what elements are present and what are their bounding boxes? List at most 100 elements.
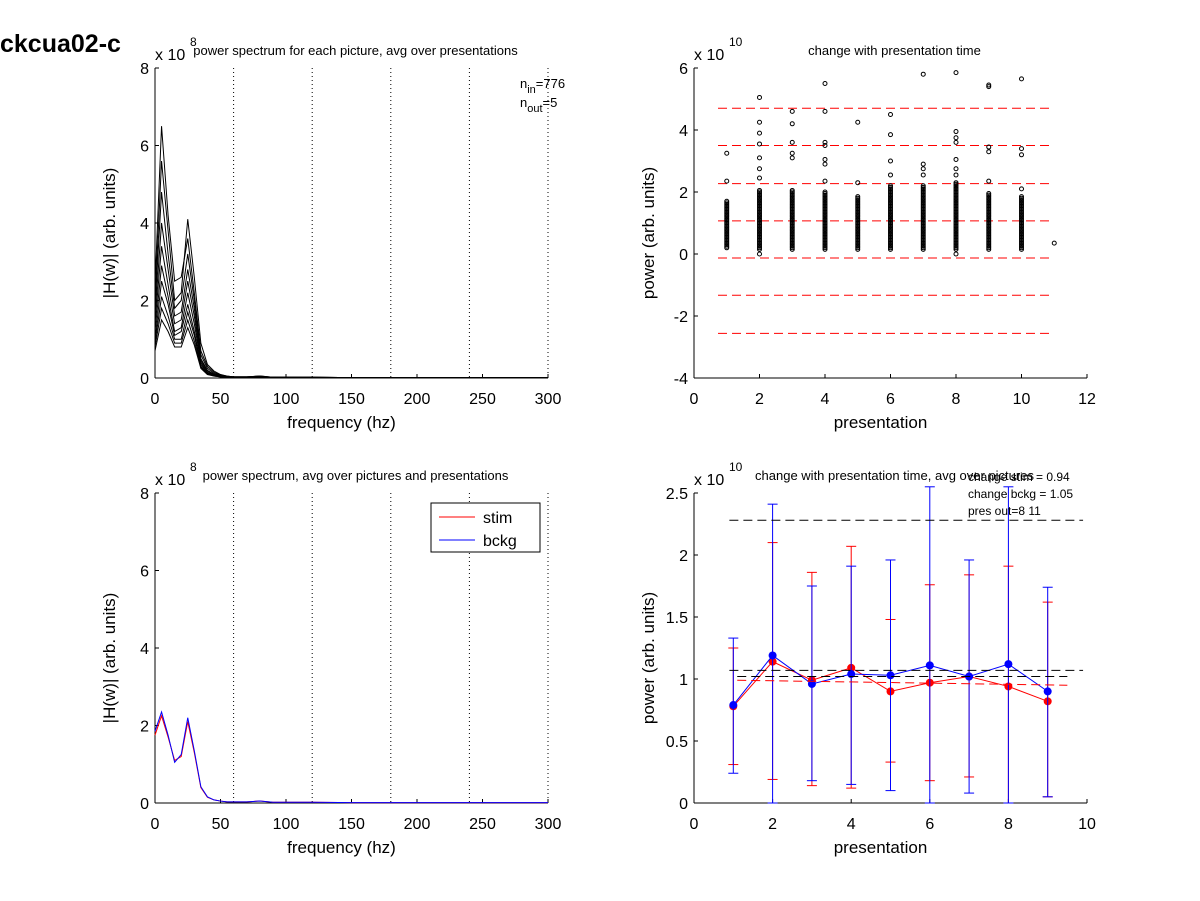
scatter-point [920, 166, 926, 172]
scatter-point [986, 240, 992, 246]
scatter-point [920, 225, 926, 231]
scatter-point [789, 243, 795, 249]
scatter-point [1019, 239, 1024, 245]
scatter-point [953, 197, 959, 203]
axis-exponent-base: x 10 [155, 47, 185, 64]
scatter-point [855, 225, 861, 231]
scatter-point [953, 239, 959, 245]
scatter-point [789, 139, 795, 145]
series-line-spectrum-2 [154, 191, 548, 379]
scatter-point [757, 251, 762, 257]
x-tick-label: 300 [535, 391, 562, 408]
scatter-point [1019, 242, 1024, 248]
scatter-point [724, 198, 730, 204]
scatter-point [920, 192, 926, 198]
scatter-point [789, 239, 795, 245]
x-tick-label: 0 [690, 816, 699, 833]
scatter-point [953, 208, 959, 214]
scatter-point [724, 226, 730, 232]
scatter-point [986, 200, 992, 206]
scatter-point [920, 236, 926, 241]
scatter-point [888, 212, 893, 218]
scatter-point [757, 203, 762, 209]
data-point-bckg [1043, 687, 1052, 696]
scatter-point [953, 180, 959, 186]
scatter-point [855, 232, 861, 238]
scatter-point [888, 223, 893, 229]
series-line-stim [154, 714, 548, 804]
scatter-point [953, 245, 959, 251]
y-tick-label: 4 [679, 123, 688, 140]
chart-title: change with presentation time, avg over … [755, 468, 1034, 483]
scatter-point [789, 155, 795, 161]
scatter-point [888, 186, 893, 192]
scatter-point [986, 234, 992, 240]
x-tick-label: 200 [404, 816, 431, 833]
x-tick-label: 8 [1004, 816, 1013, 833]
scatter-point [789, 108, 795, 114]
scatter-point [757, 231, 762, 237]
scatter-point [855, 245, 861, 251]
scatter-point [757, 194, 762, 200]
scatter-point [789, 192, 795, 198]
scatter-point [757, 201, 762, 207]
scatter-point [953, 205, 959, 210]
scatter-point [920, 240, 926, 246]
y-tick-label: 8 [140, 61, 149, 78]
series-line-bckg [154, 710, 548, 804]
scatter-point [789, 187, 795, 193]
scatter-point [986, 209, 992, 215]
scatter-point [953, 243, 959, 249]
scatter-point [822, 206, 828, 212]
chart-title: change with presentation time [808, 43, 981, 58]
x-tick-label: 12 [1078, 391, 1096, 408]
scatter-point [789, 205, 795, 210]
scatter-point [757, 119, 762, 125]
scatter-point [888, 242, 893, 248]
scatter-point [953, 194, 959, 200]
change-annotation: change stim = 0.94 [968, 470, 1070, 484]
scatter-point [888, 187, 893, 193]
scatter-point [789, 218, 795, 224]
scatter-point [789, 215, 795, 221]
scatter-point [953, 198, 959, 204]
scatter-point [855, 240, 861, 246]
scatter-point [920, 234, 926, 240]
scatter-point [822, 218, 828, 224]
scatter-point [1019, 208, 1024, 214]
scatter-point [920, 189, 926, 195]
scatter-point [986, 214, 992, 220]
x-axis-label: presentation [834, 413, 928, 432]
scatter-point [1019, 246, 1024, 252]
series-line-spectrum-9 [154, 318, 548, 379]
scatter-point [822, 205, 828, 210]
y-tick-label: 4 [140, 216, 149, 233]
scatter-point [986, 226, 992, 232]
scatter-point [724, 236, 730, 241]
scatter-point [757, 197, 762, 203]
scatter-point [1019, 200, 1024, 206]
scatter-point [757, 208, 762, 214]
scatter-point [757, 130, 762, 136]
x-tick-label: 0 [151, 816, 160, 833]
scatter-point [953, 189, 959, 195]
scatter-point [1019, 232, 1024, 238]
scatter-point [953, 212, 959, 218]
scatter-point [757, 220, 762, 226]
scatter-point [986, 220, 992, 226]
scatter-point [888, 234, 893, 240]
x-tick-label: 0 [151, 391, 160, 408]
scatter-point [822, 245, 828, 251]
scatter-point [855, 218, 861, 224]
scatter-point [789, 217, 795, 223]
y-tick-label: 0.5 [666, 734, 688, 751]
legend-label-stim: stim [483, 510, 512, 527]
scatter-point [789, 150, 795, 156]
scatter-point [986, 239, 992, 245]
scatter-point [724, 222, 730, 228]
scatter-point [757, 211, 762, 217]
scatter-point [757, 234, 762, 240]
scatter-point [724, 229, 730, 235]
scatter-point [986, 231, 992, 237]
scatter-point [855, 194, 861, 200]
